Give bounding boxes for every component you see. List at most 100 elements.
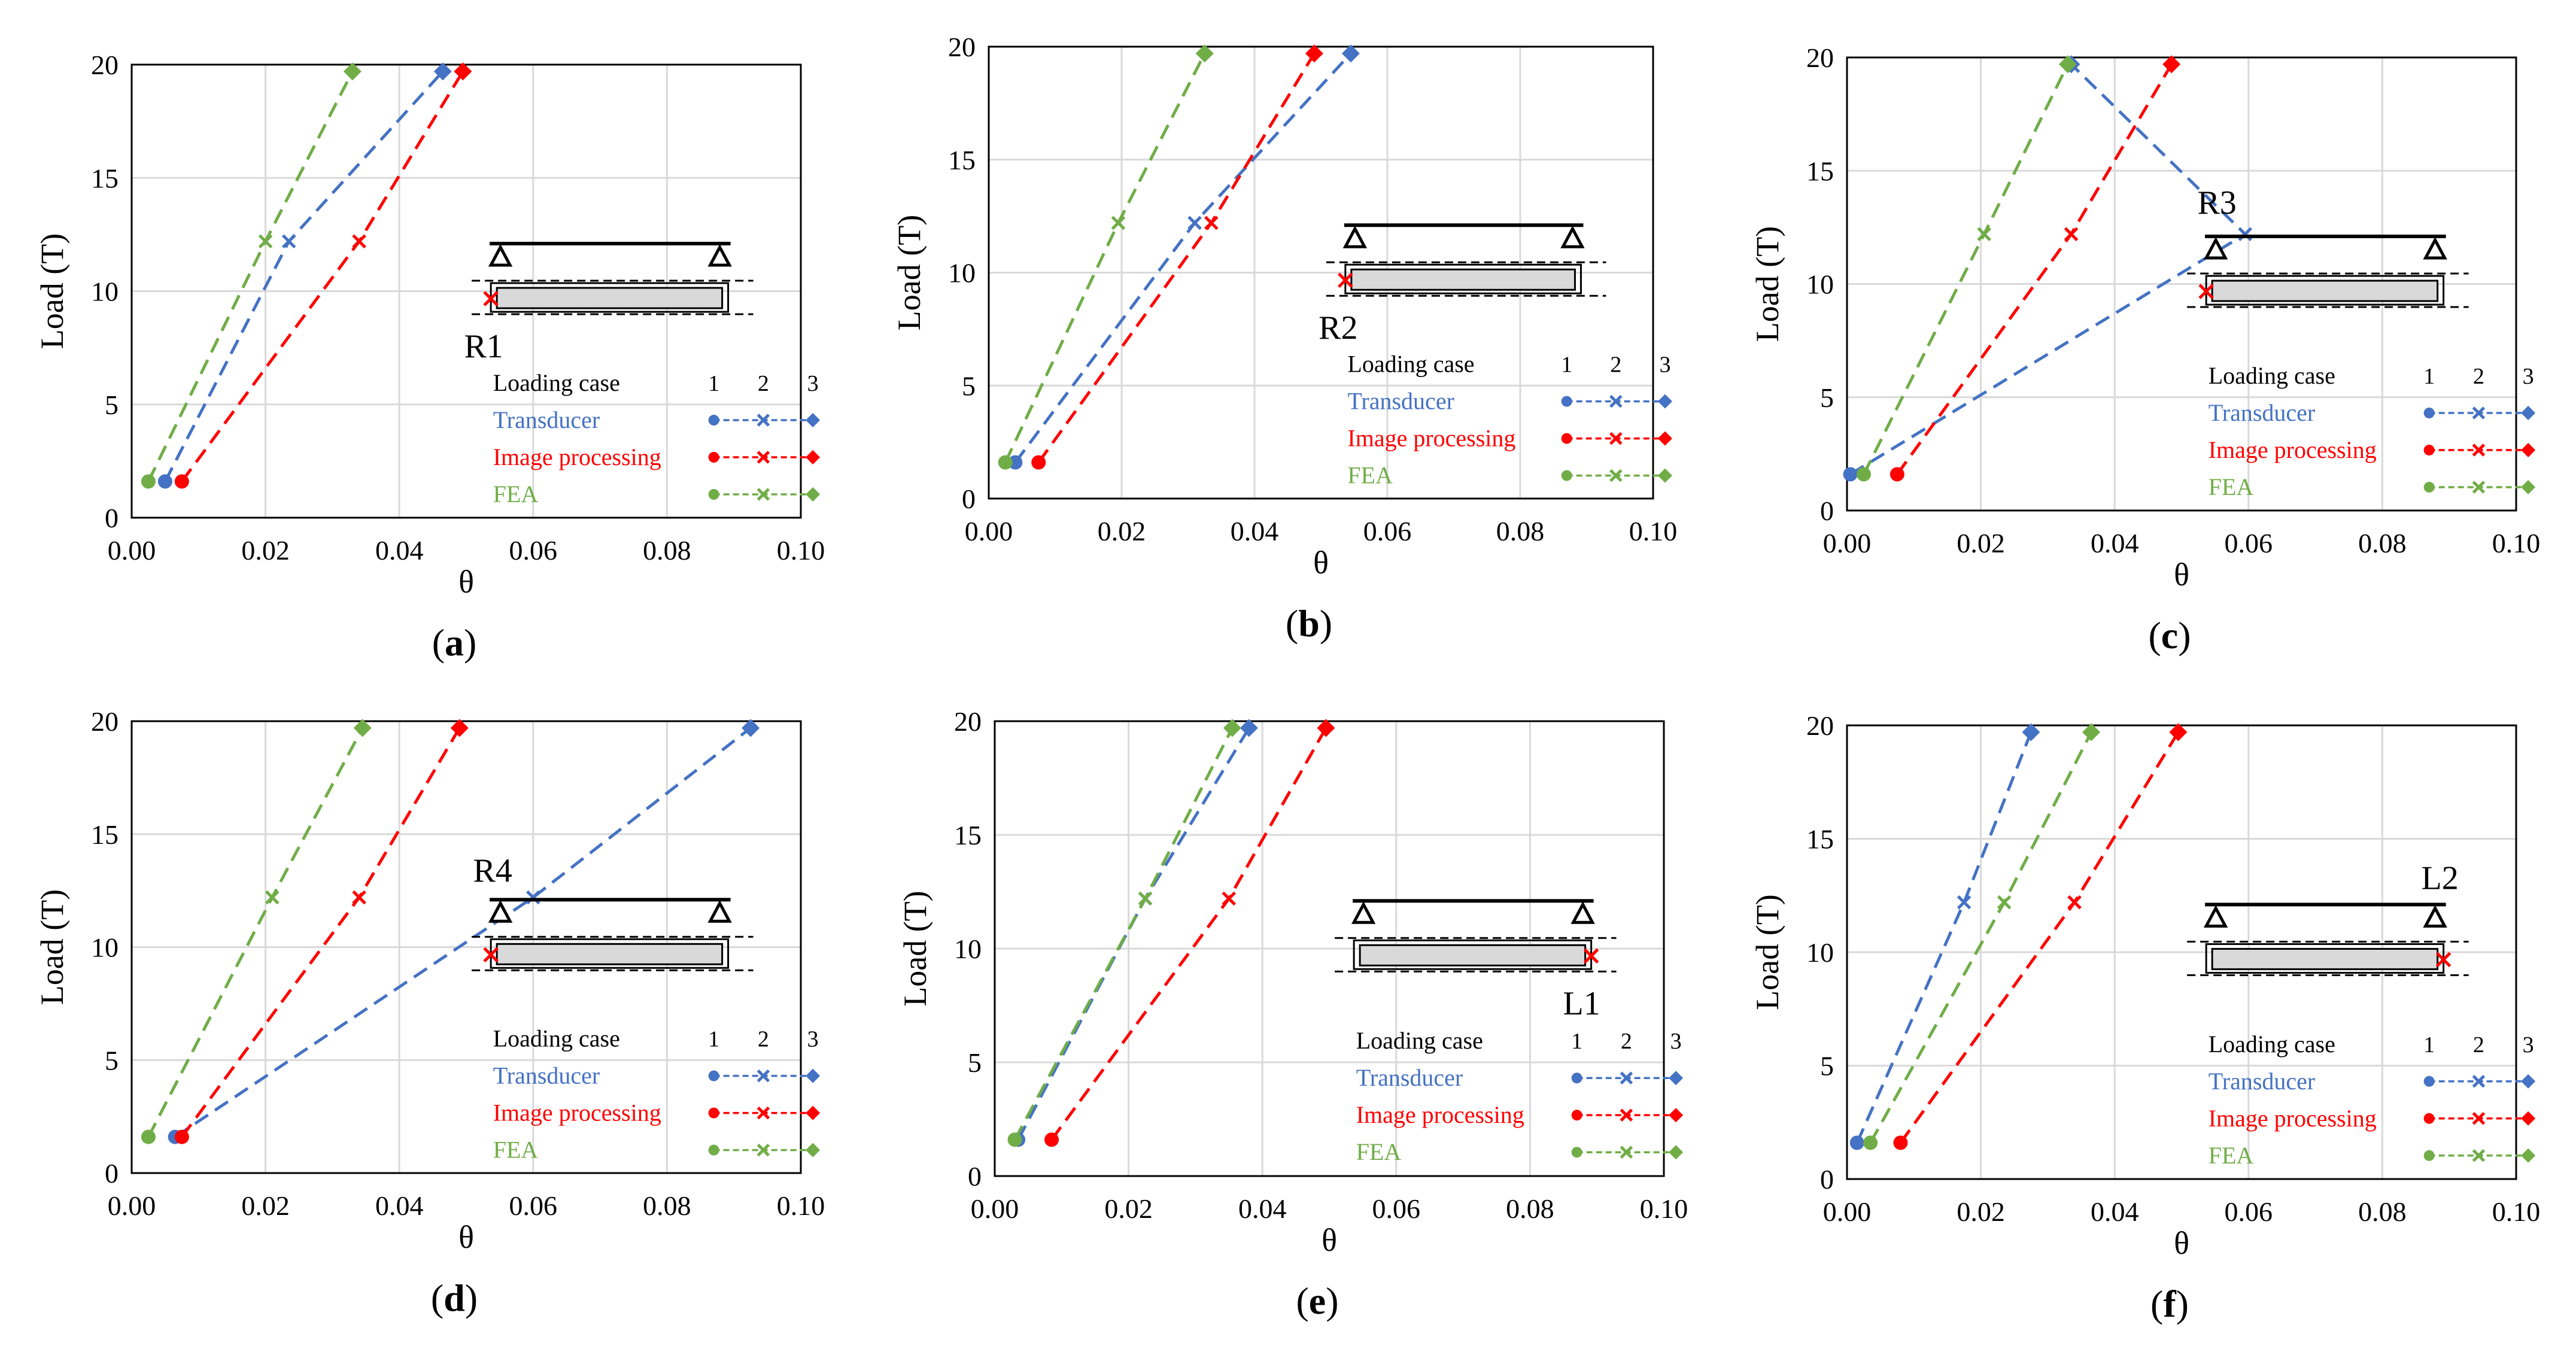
beam-inset: R1: [464, 242, 754, 365]
data-point-fea: [2082, 723, 2101, 742]
inset-label: R4: [473, 852, 512, 889]
y-tick-label: 5: [105, 390, 119, 420]
legend-marker-stroke-b: [1620, 1071, 1633, 1084]
measurement-point-icon-stroke-b: [1338, 272, 1353, 288]
legend-marker: [1657, 431, 1672, 446]
legend-entry-image-processing: Image processing: [2209, 436, 2377, 463]
legend-case-number: 1: [708, 1027, 719, 1052]
y-tick-label: 5: [968, 1047, 982, 1078]
x-tick-label: 0.00: [1823, 1196, 1872, 1227]
legend-marker: [806, 487, 821, 502]
measurement-point-icon: [2198, 284, 2214, 299]
data-point-image-processing: [1305, 44, 1323, 63]
x-axis-label: θ: [458, 1219, 474, 1255]
data-point-image-processing-stroke-b: [1204, 215, 1219, 230]
y-tick-label: 15: [1806, 824, 1834, 855]
beam-inset: R2: [1319, 223, 1606, 347]
x-tick-label: 0.10: [777, 1190, 825, 1221]
data-point-image-processing-stroke-b: [2064, 227, 2079, 241]
data-point-fea: [1007, 1132, 1022, 1147]
x-tick-label: 0.00: [971, 1193, 1019, 1224]
y-axis-label: Load (T): [897, 891, 933, 1006]
legend-marker: [1571, 1147, 1582, 1158]
legend-marker: [2521, 480, 2536, 495]
data-point-image-processing: [2169, 723, 2188, 742]
measurement-point-icon-stroke-b: [483, 291, 499, 306]
series-line-transducer: [1855, 731, 2033, 1144]
legend-marker-stroke-b: [2472, 481, 2486, 494]
y-tick-label: 20: [954, 706, 982, 737]
y-tick-label: 15: [91, 163, 119, 193]
x-tick-label: 0.08: [643, 535, 691, 566]
legend-marker-stroke-b: [757, 1143, 770, 1157]
plot-frame: [988, 45, 1654, 500]
legend-marker: [708, 1144, 719, 1156]
legend-marker: [2472, 1149, 2486, 1162]
y-axis-label: Load (T): [1749, 894, 1785, 1010]
specimen-beam: [496, 287, 724, 309]
legend-case-number: 3: [807, 1027, 819, 1052]
legend-marker: [757, 1069, 770, 1083]
support-triangle-icon: [2203, 236, 2228, 260]
support-triangle-icon: [2423, 905, 2447, 928]
legend-marker: [1561, 470, 1572, 481]
legend-marker: [708, 415, 719, 426]
data-point-transducer: [1240, 719, 1258, 737]
x-tick-label: 0.06: [1372, 1193, 1421, 1224]
support-triangle-icon: [1351, 901, 1376, 924]
legend-marker-stroke-b: [2472, 406, 2486, 420]
legend-marker: [1609, 394, 1623, 408]
chart-panel-f: 0.00 0.02 0.04 0.06 0.08 0.10 0 5 10 15 20 θ Load (T…: [1749, 710, 2540, 1325]
y-tick-label: 0: [105, 1158, 119, 1189]
x-tick-label: 0.06: [1363, 516, 1412, 546]
x-tick-label: 0.06: [2225, 528, 2273, 558]
chart-panel-d: 0.00 0.02 0.04 0.06 0.08 0.10 0 5 10 15 20 θ Load (T…: [34, 706, 825, 1319]
specimen-beam: [2211, 947, 2439, 970]
y-tick-label: 0: [968, 1161, 982, 1192]
x-tick-label: 0.00: [965, 516, 1013, 546]
y-axis-label: Load (T): [34, 233, 70, 349]
inset-label: L2: [2422, 859, 2459, 897]
beam-inset: R3: [2187, 184, 2469, 308]
legend-case-number: 3: [807, 371, 819, 396]
data-point-fea: [1138, 891, 1153, 906]
legend: Loading case 1 2 3 Transducer Image processin…: [493, 369, 821, 508]
legend-marker: [2423, 1113, 2435, 1124]
series-line-fea: [1862, 63, 2070, 475]
legend-marker-stroke-b: [2472, 1149, 2486, 1162]
legend-marker: [2521, 406, 2536, 421]
y-tick-label: 5: [105, 1045, 119, 1076]
y-tick-label: 5: [962, 370, 976, 401]
panel-label: (c): [2148, 614, 2191, 657]
data-point-transducer: [433, 62, 452, 81]
legend-marker: [2472, 1111, 2486, 1125]
specimen-beam: [1359, 944, 1587, 967]
x-tick-label: 0.08: [643, 1190, 691, 1221]
measurement-point-icon-stroke-b: [2198, 284, 2214, 299]
legend-case-number: 3: [2523, 1032, 2534, 1058]
x-tick-label: 0.10: [2492, 528, 2541, 558]
x-tick-label: 0.02: [1098, 516, 1146, 546]
legend-entry-image-processing: Image processing: [2209, 1105, 2377, 1132]
data-point-fea: [2058, 55, 2077, 74]
x-tick-label: 0.04: [375, 1190, 424, 1221]
y-tick-label: 0: [1820, 1164, 1834, 1195]
legend-entry-image-processing: Image processing: [493, 1099, 661, 1126]
legend-marker: [708, 1107, 719, 1119]
x-tick-label: 0.02: [1957, 1196, 2005, 1227]
legend-marker-stroke-b: [757, 1069, 770, 1083]
measurement-point-icon: [2435, 952, 2452, 968]
legend-marker-stroke-b: [2472, 443, 2486, 457]
legend-marker: [757, 451, 770, 464]
chart-panel-b: 0.00 0.02 0.04 0.06 0.08 0.10 0 5 10 15 20 θ Load (T…: [891, 32, 1677, 645]
data-point-transducer: [157, 474, 172, 489]
data-point-image-processing: [174, 1129, 189, 1144]
panel-label: (a): [432, 621, 477, 664]
legend-entry-fea: FEA: [1356, 1138, 1402, 1165]
data-point-fea: [1856, 467, 1871, 482]
data-point-image-processing: [1890, 467, 1904, 482]
series-line-image-processing: [1050, 727, 1328, 1141]
legend-marker: [1571, 1110, 1582, 1121]
x-tick-label: 0.04: [2091, 528, 2139, 558]
support-triangle-icon: [1342, 225, 1368, 248]
